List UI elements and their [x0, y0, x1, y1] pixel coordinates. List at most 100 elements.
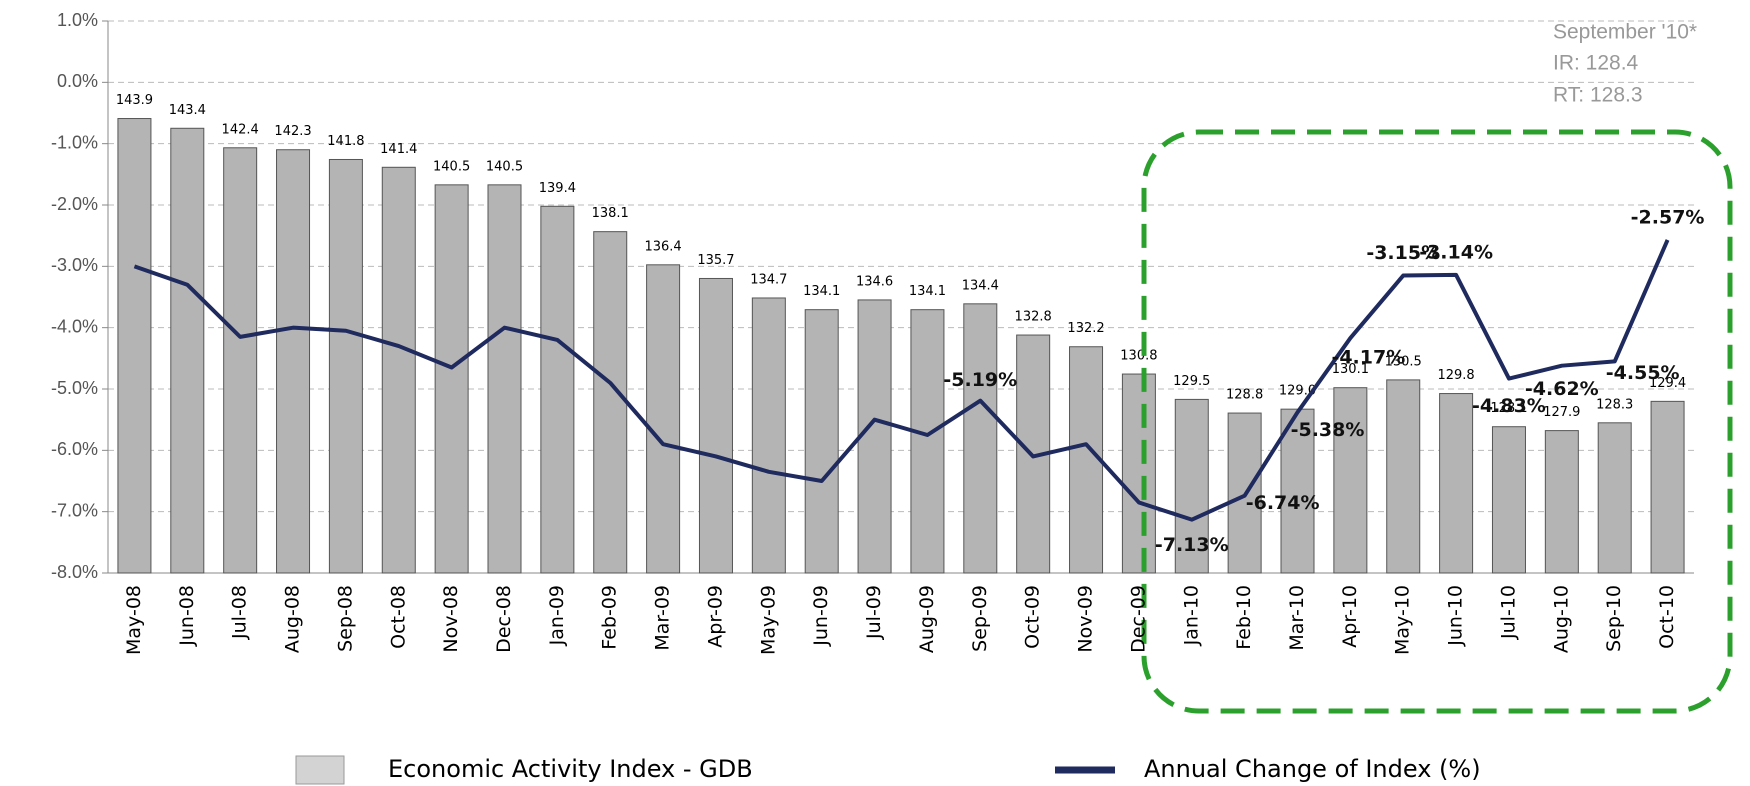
line-value-label: -5.38%: [1291, 419, 1365, 441]
bar-value-label: 128.1: [1490, 401, 1527, 416]
y-tick-label: -2.0%: [51, 194, 98, 214]
highlight-box: [1141, 129, 1733, 714]
bar-value-label: 142.4: [222, 122, 259, 137]
line-value-label: -5.19%: [943, 369, 1017, 391]
legend-label: Economic Activity Index - GDB: [388, 755, 753, 783]
bar: [1544, 430, 1579, 574]
x-tick-label: Apr-09: [704, 585, 726, 648]
bar: [1121, 373, 1156, 574]
x-tick-label: Jan-10: [1180, 585, 1202, 646]
line-value-label: -7.13%: [1155, 534, 1229, 556]
bar-value-label: 129.5: [1173, 374, 1210, 389]
x-tick-label: Oct-08: [387, 585, 409, 649]
bar-value-label: 134.1: [909, 284, 946, 299]
bar-value-label: 138.1: [592, 206, 629, 221]
bar: [1439, 393, 1474, 574]
x-tick-label: Nov-08: [440, 585, 462, 653]
x-tick-label: May-08: [123, 585, 145, 655]
x-tick-label: Sep-08: [334, 585, 356, 652]
x-tick-label: Jun-08: [176, 585, 198, 647]
bar-value-label: 142.3: [274, 124, 311, 139]
bar: [223, 147, 258, 574]
y-tick-label: -3.0%: [51, 255, 98, 275]
bar-value-label: 130.5: [1385, 354, 1422, 369]
bar-value-label: 135.7: [697, 253, 734, 268]
x-tick-label: Dec-08: [493, 585, 515, 653]
bar: [434, 184, 469, 574]
bar-value-label: 143.4: [169, 103, 206, 118]
bar: [751, 297, 786, 574]
bar-value-label: 128.8: [1226, 388, 1263, 403]
bar: [170, 127, 205, 574]
bar-value-label: 130.1: [1332, 362, 1369, 377]
y-tick-label: -8.0%: [51, 562, 98, 582]
bar-value-label: 139.4: [539, 181, 576, 196]
y-tick-label: 1.0%: [57, 10, 98, 30]
x-tick-label: Jul-10: [1497, 585, 1519, 640]
bar: [804, 309, 839, 574]
bar: [1280, 408, 1315, 574]
line-value-label: -4.62%: [1525, 378, 1599, 400]
x-tick-label: Feb-09: [599, 585, 621, 650]
x-tick-label: Jul-09: [863, 585, 885, 640]
bar: [963, 303, 998, 574]
bar-value-label: 132.2: [1067, 321, 1104, 336]
bar: [1386, 379, 1421, 574]
bar-value-label: 128.3: [1596, 397, 1633, 412]
x-tick-label: Jul-08: [229, 585, 251, 640]
bar: [1491, 426, 1526, 574]
x-tick-label: Jun-09: [810, 585, 832, 647]
bar: [117, 118, 152, 574]
legend-swatch: [295, 755, 345, 785]
y-tick-label: -6.0%: [51, 439, 98, 459]
bar-value-label: 134.1: [803, 284, 840, 299]
line-value-label: -4.55%: [1606, 362, 1680, 384]
bar-value-label: 127.9: [1543, 405, 1580, 420]
bar-value-label: 129.8: [1437, 368, 1474, 383]
bar: [1650, 400, 1685, 574]
bar-value-label: 134.6: [856, 274, 893, 289]
bar-value-label: 134.4: [962, 278, 999, 293]
x-tick-label: Aug-10: [1550, 585, 1572, 653]
x-tick-label: Sep-09: [969, 585, 991, 652]
bar-value-label: 132.8: [1015, 310, 1052, 325]
bar: [910, 309, 945, 574]
x-tick-label: Oct-09: [1022, 585, 1044, 649]
bar: [1597, 422, 1632, 574]
y-tick-label: -1.0%: [51, 132, 98, 152]
y-tick-label: -5.0%: [51, 378, 98, 398]
bar-value-label: 130.8: [1120, 349, 1157, 364]
line-value-label: -6.74%: [1246, 492, 1320, 514]
bar-value-label: 141.4: [380, 142, 417, 157]
bar: [698, 277, 733, 574]
x-tick-label: Jan-09: [546, 585, 568, 646]
line-value-label: -2.57%: [1631, 206, 1705, 228]
y-tick-label: -4.0%: [51, 316, 98, 336]
x-tick-label: May-09: [757, 585, 779, 655]
x-tick-label: Sep-10: [1603, 585, 1625, 652]
bar: [857, 299, 892, 574]
x-tick-label: Feb-10: [1233, 585, 1255, 650]
bar-value-label: 140.5: [433, 159, 470, 174]
bar: [381, 166, 416, 574]
bar: [540, 205, 575, 574]
x-tick-label: Oct-10: [1656, 585, 1678, 649]
x-tick-label: Apr-10: [1339, 585, 1361, 648]
bar: [646, 264, 681, 574]
x-tick-label: Mar-10: [1286, 585, 1308, 651]
bar: [1333, 387, 1368, 574]
y-tick-label: -7.0%: [51, 500, 98, 520]
y-tick-label: 0.0%: [57, 71, 98, 91]
bar-value-label: 134.7: [750, 272, 787, 287]
bar: [1069, 346, 1104, 574]
x-tick-label: Aug-08: [282, 585, 304, 653]
bar-value-label: 140.5: [486, 159, 523, 174]
bar: [593, 231, 628, 574]
bar-value-label: 129.0: [1279, 384, 1316, 399]
bar-value-label: 136.4: [644, 239, 681, 254]
annotation: September '10*: [1553, 21, 1697, 44]
line-value-label: -3.14%: [1419, 241, 1493, 263]
line: [133, 239, 1670, 522]
x-tick-label: Nov-09: [1075, 585, 1097, 653]
